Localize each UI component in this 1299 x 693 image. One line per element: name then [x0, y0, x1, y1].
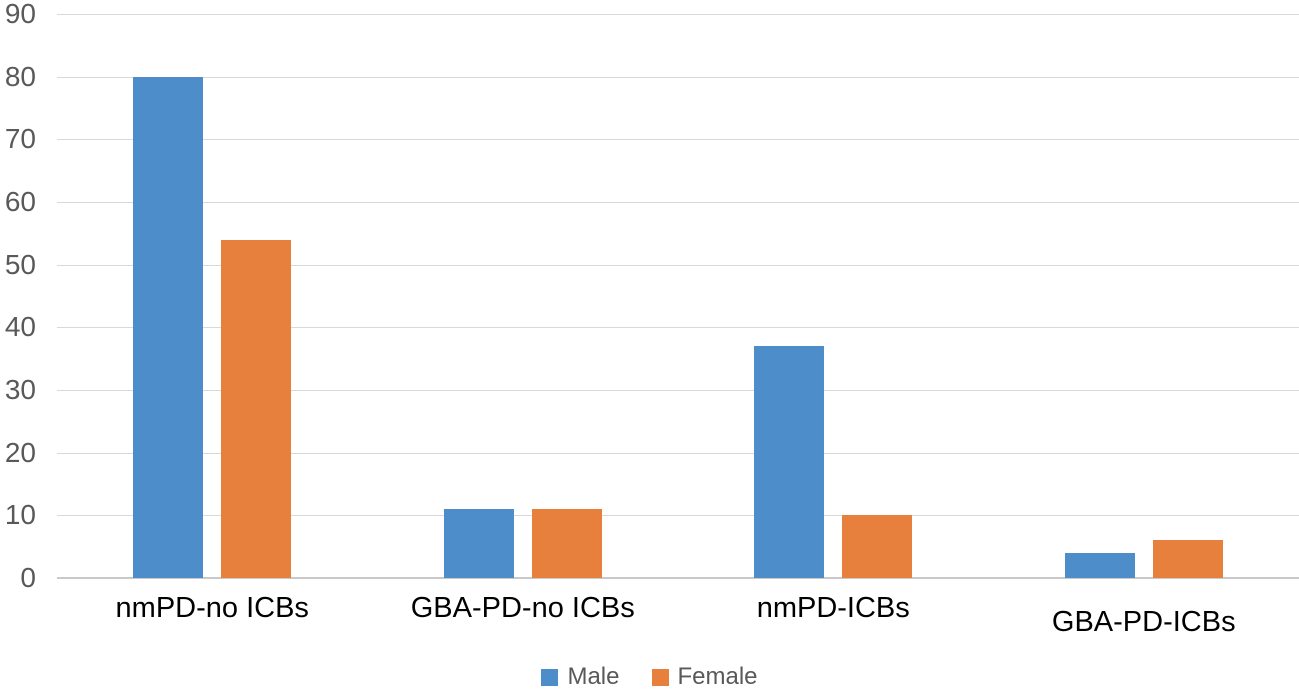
bar-group: [678, 14, 989, 578]
legend: Male Female: [0, 665, 1299, 689]
bar-group: [989, 14, 1299, 578]
gridline: [57, 76, 1299, 78]
plot-area: [57, 14, 1299, 579]
bar-male-3: [1064, 552, 1135, 578]
legend-swatch-male: [541, 668, 559, 686]
legend-label: Female: [677, 663, 758, 690]
y-axis-tick-label: 80: [4, 60, 36, 92]
bar-female-2: [842, 515, 913, 578]
category-label: nmPD-ICBs: [756, 592, 910, 624]
bar-male-2: [754, 346, 825, 578]
gridline: [57, 515, 1299, 517]
gridline: [57, 327, 1299, 329]
gridline: [57, 139, 1299, 141]
bar-female-0: [221, 239, 292, 578]
bar-group: [368, 14, 679, 578]
y-axis-tick-label: 50: [4, 248, 36, 280]
bar-groups: [57, 14, 1299, 578]
legend-item-male: Male: [541, 663, 620, 690]
category-label: GBA-PD-ICBs: [1051, 606, 1236, 638]
gridline: [57, 14, 1299, 15]
category-label: nmPD-no ICBs: [115, 592, 309, 624]
gridline: [57, 202, 1299, 203]
y-axis-tick-label: 10: [4, 499, 36, 531]
y-axis-tick-label: 40: [4, 311, 36, 343]
legend-swatch-female: [651, 668, 669, 686]
y-axis-tick-label: 20: [4, 436, 36, 468]
gridline: [57, 452, 1299, 454]
bar-male-1: [443, 509, 514, 578]
x-axis: nmPD-no ICBs GBA-PD-no ICBs nmPD-ICBs GBA-P…: [57, 592, 1299, 638]
bar-male-0: [133, 76, 204, 578]
y-axis-tick-label: 70: [4, 123, 36, 155]
bar-female-1: [531, 509, 602, 578]
y-axis-tick-label: 0: [20, 562, 36, 593]
x-axis-baseline: [57, 577, 1299, 579]
gridline: [57, 264, 1299, 266]
bar-female-3: [1152, 540, 1223, 578]
legend-label: Male: [567, 663, 620, 690]
y-axis-tick-label: 90: [4, 0, 36, 29]
category-label: GBA-PD-no ICBs: [410, 592, 635, 624]
gridline: [57, 390, 1299, 391]
y-axis-tick-label: 60: [4, 186, 36, 217]
y-axis-tick-label: 30: [4, 374, 36, 405]
bar-group: [57, 14, 368, 578]
legend-item-female: Female: [651, 663, 758, 690]
